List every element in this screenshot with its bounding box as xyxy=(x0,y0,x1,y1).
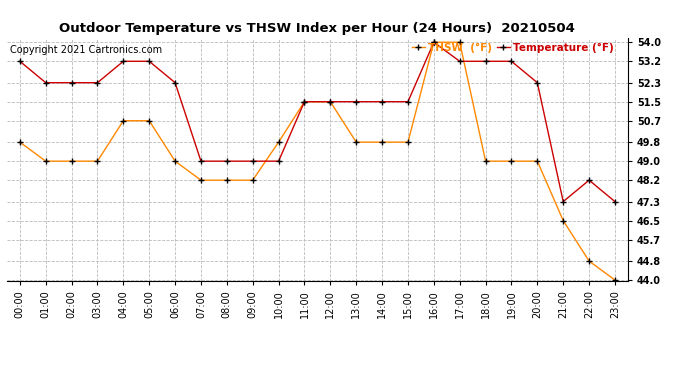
THSW  (°F) xyxy=(533,159,542,164)
Line: THSW  (°F): THSW (°F) xyxy=(17,39,618,283)
Temperature (°F) xyxy=(326,99,335,104)
Temperature (°F) xyxy=(482,59,490,63)
THSW  (°F) xyxy=(275,140,283,144)
Temperature (°F) xyxy=(223,159,231,164)
Temperature (°F) xyxy=(585,178,593,182)
THSW  (°F) xyxy=(41,159,50,164)
THSW  (°F) xyxy=(352,140,360,144)
THSW  (°F) xyxy=(585,259,593,263)
Temperature (°F) xyxy=(68,80,76,85)
Temperature (°F) xyxy=(16,59,24,63)
Temperature (°F) xyxy=(559,200,567,204)
Temperature (°F) xyxy=(171,80,179,85)
THSW  (°F) xyxy=(378,140,386,144)
Text: Copyright 2021 Cartronics.com: Copyright 2021 Cartronics.com xyxy=(10,45,162,55)
THSW  (°F) xyxy=(16,140,24,144)
THSW  (°F) xyxy=(507,159,515,164)
THSW  (°F) xyxy=(68,159,76,164)
Temperature (°F) xyxy=(119,59,128,63)
Temperature (°F) xyxy=(533,80,542,85)
THSW  (°F) xyxy=(93,159,101,164)
THSW  (°F) xyxy=(455,40,464,45)
THSW  (°F) xyxy=(430,40,438,45)
THSW  (°F) xyxy=(611,278,619,282)
Temperature (°F) xyxy=(41,80,50,85)
Temperature (°F) xyxy=(352,99,360,104)
THSW  (°F) xyxy=(197,178,205,182)
THSW  (°F) xyxy=(248,178,257,182)
Temperature (°F) xyxy=(275,159,283,164)
Temperature (°F) xyxy=(611,200,619,204)
Line: Temperature (°F): Temperature (°F) xyxy=(17,39,618,204)
THSW  (°F) xyxy=(171,159,179,164)
THSW  (°F) xyxy=(482,159,490,164)
THSW  (°F) xyxy=(145,118,153,123)
Title: Outdoor Temperature vs THSW Index per Hour (24 Hours)  20210504: Outdoor Temperature vs THSW Index per Ho… xyxy=(59,22,575,35)
THSW  (°F) xyxy=(119,118,128,123)
Temperature (°F) xyxy=(404,99,412,104)
Temperature (°F) xyxy=(300,99,308,104)
Temperature (°F) xyxy=(93,80,101,85)
Temperature (°F) xyxy=(145,59,153,63)
Temperature (°F) xyxy=(248,159,257,164)
THSW  (°F) xyxy=(559,218,567,223)
Temperature (°F) xyxy=(378,99,386,104)
Temperature (°F) xyxy=(507,59,515,63)
THSW  (°F) xyxy=(326,99,335,104)
Temperature (°F) xyxy=(197,159,205,164)
Temperature (°F) xyxy=(455,59,464,63)
Legend: THSW  (°F), Temperature (°F): THSW (°F), Temperature (°F) xyxy=(408,39,618,57)
Temperature (°F) xyxy=(430,40,438,45)
THSW  (°F) xyxy=(223,178,231,182)
THSW  (°F) xyxy=(300,99,308,104)
THSW  (°F) xyxy=(404,140,412,144)
